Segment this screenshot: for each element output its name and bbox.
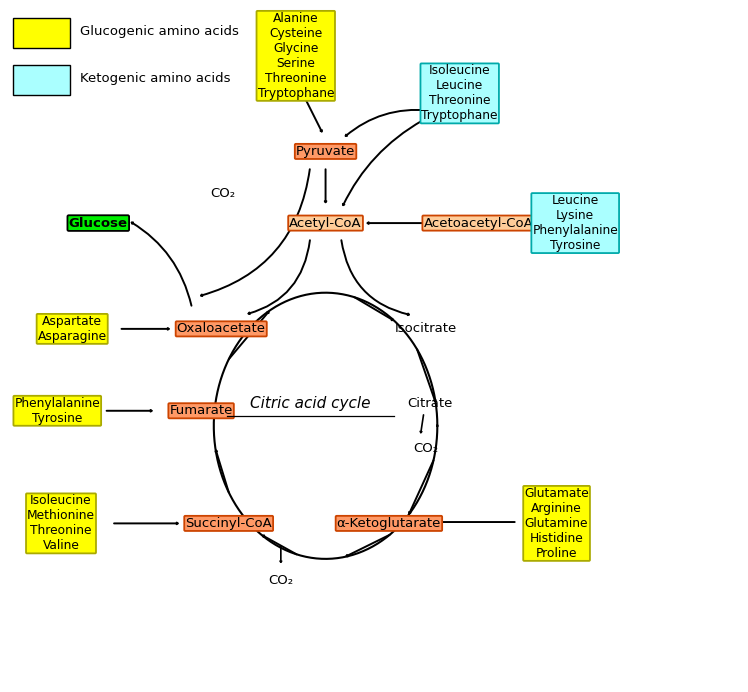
Text: Oxaloacetate: Oxaloacetate — [177, 322, 266, 336]
Text: Acetyl-CoA: Acetyl-CoA — [289, 217, 362, 230]
Text: α-Ketoglutarate: α-Ketoglutarate — [337, 517, 441, 530]
Text: Isocitrate: Isocitrate — [395, 322, 457, 336]
Text: Isoleucine
Leucine
Threonine
Tryptophane: Isoleucine Leucine Threonine Tryptophane — [421, 64, 498, 122]
Text: Alanine
Cysteine
Glycine
Serine
Threonine
Tryptophane: Alanine Cysteine Glycine Serine Threonin… — [257, 12, 334, 100]
Text: Glucose: Glucose — [69, 217, 128, 230]
Text: Succinyl-CoA: Succinyl-CoA — [186, 517, 272, 530]
Text: Pyruvate: Pyruvate — [296, 145, 355, 158]
Text: Acetoacetyl-CoA: Acetoacetyl-CoA — [423, 217, 533, 230]
Text: Phenylalanine
Tyrosine: Phenylalanine Tyrosine — [14, 397, 100, 425]
Text: CO₂: CO₂ — [269, 574, 293, 587]
Text: Ketogenic amino acids: Ketogenic amino acids — [79, 72, 230, 85]
Text: CO₂: CO₂ — [413, 441, 438, 455]
Text: Glucogenic amino acids: Glucogenic amino acids — [79, 26, 239, 39]
FancyBboxPatch shape — [13, 65, 70, 95]
Text: Citrate: Citrate — [407, 397, 453, 410]
Text: Isoleucine
Methionine
Threonine
Valine: Isoleucine Methionine Threonine Valine — [27, 494, 95, 552]
Text: Citric acid cycle: Citric acid cycle — [251, 397, 371, 412]
FancyBboxPatch shape — [13, 18, 70, 48]
Text: Leucine
Lysine
Phenylalanine
Tyrosine: Leucine Lysine Phenylalanine Tyrosine — [533, 194, 618, 252]
Text: CO₂: CO₂ — [210, 188, 235, 200]
Text: Fumarate: Fumarate — [169, 404, 233, 417]
Text: Aspartate
Asparagine: Aspartate Asparagine — [37, 315, 107, 343]
Text: Glutamate
Arginine
Glutamine
Histidine
Proline: Glutamate Arginine Glutamine Histidine P… — [524, 487, 589, 560]
